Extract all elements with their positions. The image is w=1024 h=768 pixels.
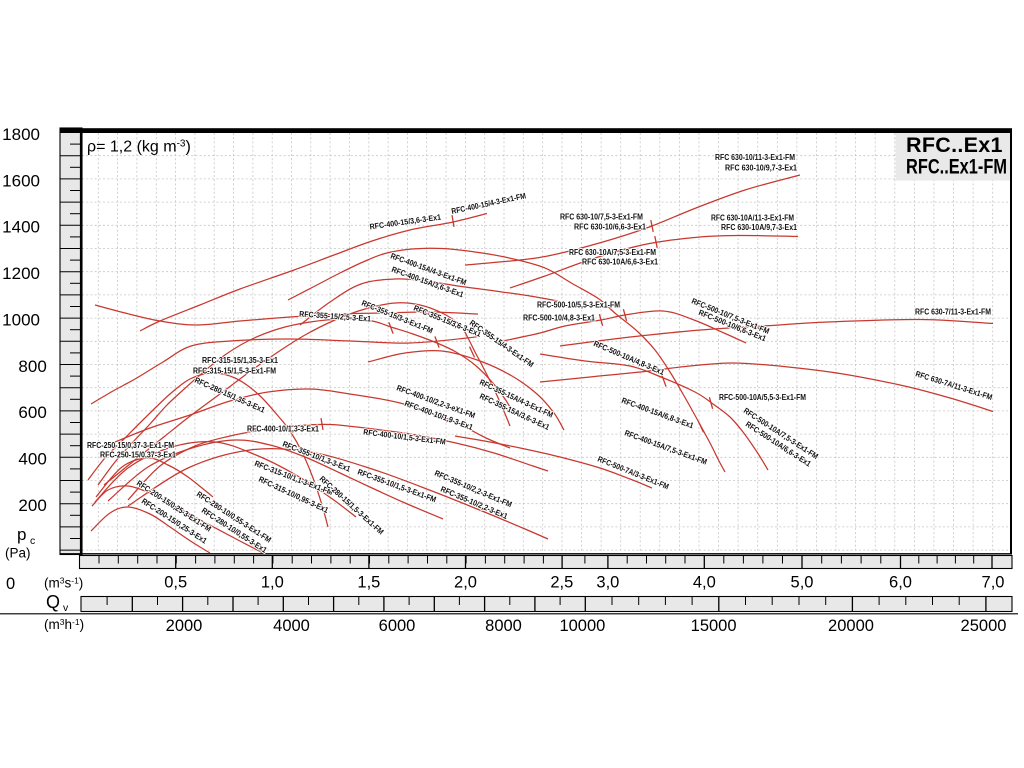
svg-text:1,5: 1,5 — [357, 574, 380, 592]
svg-text:ρ= 1,2 (kg m-3): ρ= 1,2 (kg m-3) — [87, 139, 191, 156]
svg-text:v: v — [63, 602, 69, 614]
svg-text:RFC-250-15/0,37-3-Ex1: RFC-250-15/0,37-3-Ex1 — [100, 451, 176, 460]
svg-text:RFC 630-10A/9,7-3-Ex1: RFC 630-10A/9,7-3-Ex1 — [721, 223, 797, 232]
svg-text:1200: 1200 — [2, 264, 40, 283]
svg-text:RFC 630-7/11-3-Ex1-FM: RFC 630-7/11-3-Ex1-FM — [915, 308, 991, 317]
svg-text:7,0: 7,0 — [982, 574, 1005, 592]
svg-text:0,5: 0,5 — [164, 574, 187, 592]
svg-text:15000: 15000 — [691, 617, 737, 635]
svg-text:1600: 1600 — [2, 171, 40, 190]
svg-text:RFC-500-10/5,5-3-Ex1-FM: RFC-500-10/5,5-3-Ex1-FM — [537, 301, 620, 310]
svg-text:RFC 630-10A/11-3-Ex1-FM: RFC 630-10A/11-3-Ex1-FM — [711, 213, 794, 222]
svg-text:200: 200 — [18, 496, 46, 515]
svg-text:RFC..Ex1-FM: RFC..Ex1-FM — [906, 155, 1007, 179]
svg-text:RFC-400-10/1,3-3-Ex1: RFC-400-10/1,3-3-Ex1 — [247, 425, 319, 434]
svg-text:RFC-500-10A/5,5-3-Ex1-FM: RFC-500-10A/5,5-3-Ex1-FM — [719, 393, 806, 402]
svg-text:(Pa): (Pa) — [5, 546, 31, 561]
svg-text:6000: 6000 — [379, 617, 416, 635]
svg-text:10000: 10000 — [559, 617, 605, 635]
svg-text:1000: 1000 — [2, 310, 40, 329]
svg-text:2000: 2000 — [166, 617, 203, 635]
svg-text:1400: 1400 — [2, 218, 40, 237]
svg-text:c: c — [30, 535, 35, 547]
svg-text:25000: 25000 — [961, 617, 1007, 635]
svg-text:5,0: 5,0 — [791, 574, 814, 592]
svg-text:20000: 20000 — [828, 617, 874, 635]
svg-text:1,0: 1,0 — [261, 574, 284, 592]
svg-text:600: 600 — [18, 403, 46, 422]
svg-text:400: 400 — [18, 450, 46, 469]
svg-text:p: p — [17, 525, 26, 544]
svg-text:2,5: 2,5 — [550, 574, 573, 592]
svg-text:6,0: 6,0 — [889, 574, 912, 592]
svg-text:RFC-315-15/1,35-3-Ex1: RFC-315-15/1,35-3-Ex1 — [202, 356, 278, 365]
svg-text:RFC 630-10/11-3-Ex1-FM: RFC 630-10/11-3-Ex1-FM — [715, 153, 795, 162]
svg-text:RFC-250-15/0,37-3-Ex1-FM: RFC-250-15/0,37-3-Ex1-FM — [87, 441, 174, 450]
svg-text:RFC-500-10/4,8-3-Ex1: RFC-500-10/4,8-3-Ex1 — [523, 313, 595, 322]
svg-text:4,0: 4,0 — [693, 574, 716, 592]
svg-text:4000: 4000 — [273, 617, 310, 635]
svg-text:0: 0 — [6, 575, 15, 593]
svg-text:RFC 630-10/9,7-3-Ex1: RFC 630-10/9,7-3-Ex1 — [725, 164, 797, 173]
svg-text:1800: 1800 — [2, 125, 40, 144]
svg-text:RFC 630-10/6,6-3-Ex1: RFC 630-10/6,6-3-Ex1 — [574, 222, 646, 231]
svg-text:800: 800 — [18, 357, 46, 376]
svg-text:3,0: 3,0 — [596, 574, 619, 592]
svg-text:RFC 630-10A/6,6-3-Ex1: RFC 630-10A/6,6-3-Ex1 — [582, 257, 658, 266]
svg-text:RFC 630-10/7,5-3-Ex1-FM: RFC 630-10/7,5-3-Ex1-FM — [560, 213, 643, 222]
svg-text:RFC..Ex1: RFC..Ex1 — [906, 133, 1003, 157]
svg-text:Q: Q — [46, 592, 60, 612]
svg-text:2,0: 2,0 — [454, 574, 477, 592]
svg-text:RFC 630-10A/7,5-3-Ex1-FM: RFC 630-10A/7,5-3-Ex1-FM — [569, 248, 656, 257]
svg-text:RFC-315-15/1,5-3-Ex1-FM: RFC-315-15/1,5-3-Ex1-FM — [193, 366, 276, 375]
svg-text:8000: 8000 — [485, 617, 522, 635]
